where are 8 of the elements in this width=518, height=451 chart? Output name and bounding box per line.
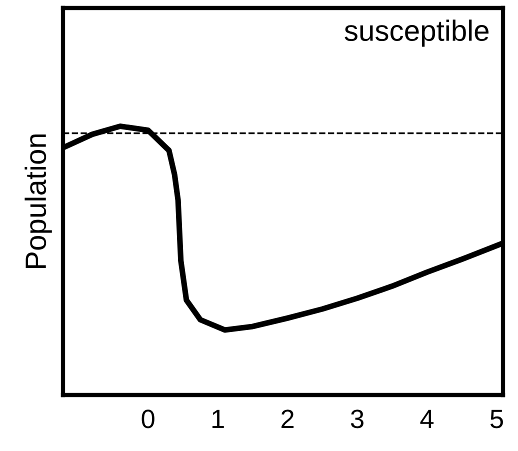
x-tick-label: 4: [420, 410, 434, 428]
text: susceptible: [344, 20, 489, 47]
x-tick-label: 2: [282, 410, 294, 428]
x-tick-label: 5: [490, 410, 503, 428]
x-tick-label: 0: [142, 410, 154, 428]
x-tick-label: 1: [212, 410, 224, 428]
x-tick-label: 3: [350, 410, 364, 428]
y-axis-title: Population: [24, 134, 52, 268]
